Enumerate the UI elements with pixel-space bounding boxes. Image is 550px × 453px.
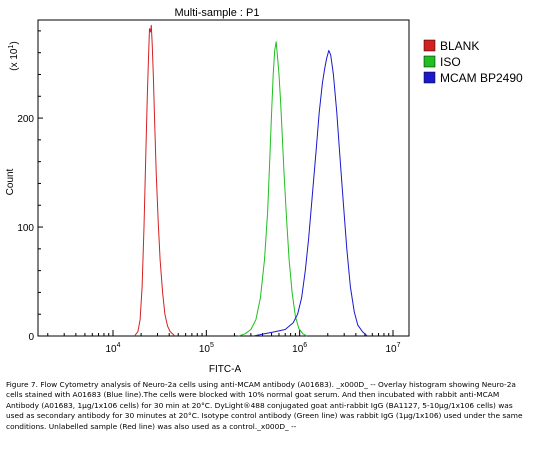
y-axis-ticks: 0 100 200	[17, 30, 43, 343]
figure-caption: Figure 7. Flow Cytometry analysis of Neu…	[6, 380, 525, 431]
y-tick-label: 200	[17, 114, 34, 125]
legend-label: MCAM BP2490	[440, 71, 523, 85]
legend-label: ISO	[440, 55, 461, 69]
y-axis-label: Count	[5, 168, 16, 195]
legend-swatch	[423, 55, 436, 68]
x-tick-label: 107	[385, 342, 400, 355]
y-tick-label: 100	[17, 223, 34, 234]
y-multiplier-label: (x 101)	[8, 41, 20, 70]
histogram-series	[134, 24, 368, 337]
legend: BLANK ISO MCAM BP2490	[423, 39, 523, 85]
legend-label: BLANK	[440, 39, 479, 53]
series-line-iso	[238, 41, 308, 337]
x-axis-ticks: 104 105 106 107	[47, 330, 401, 355]
legend-swatch	[423, 39, 436, 52]
chart-title: Multi-sample : P1	[175, 7, 260, 19]
x-axis-label: FITC-A	[209, 364, 242, 375]
series-line-mcam-bp2490	[253, 50, 368, 337]
x-tick-label: 104	[105, 342, 120, 355]
legend-swatch	[423, 71, 436, 84]
plot-frame	[37, 19, 410, 337]
x-tick-label: 106	[292, 342, 307, 355]
flow-cytometry-histogram: Multi-sample : P1 (x 101) Count 0100200 …	[5, 7, 523, 375]
x-tick-label: 105	[199, 342, 214, 355]
series-line-blank	[134, 24, 176, 337]
y-tick-label: 0	[28, 332, 34, 343]
